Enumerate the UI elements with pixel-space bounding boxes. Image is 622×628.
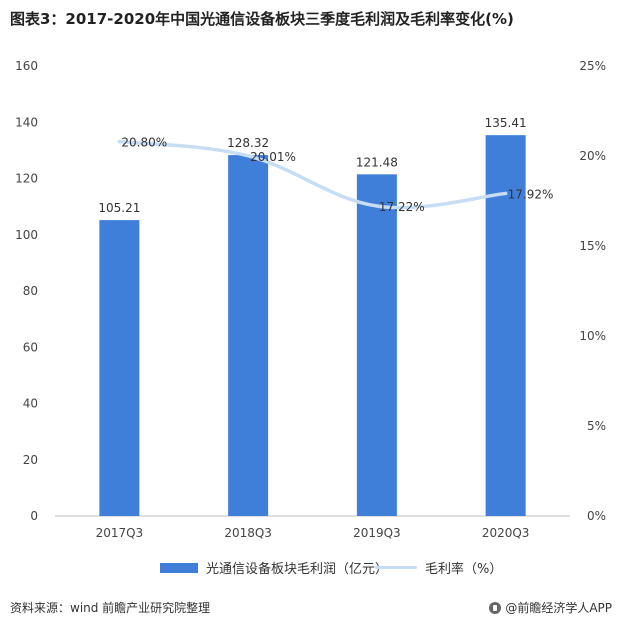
legend-item-line: 毛利率（%） [375, 558, 502, 577]
legend-line-swatch [375, 566, 417, 569]
bar [99, 220, 140, 517]
x-tick-label: 2019Q3 [353, 526, 401, 540]
y-left-tick-label: 100 [15, 228, 38, 242]
line-value-label: 17.92% [508, 187, 554, 201]
y-right-tick-label: 0% [587, 509, 606, 523]
y-left-tick-label: 20 [23, 453, 38, 467]
legend-item-bar: 光通信设备板块毛利润（亿元） [160, 558, 388, 577]
x-tick-label: 2017Q3 [96, 526, 144, 540]
y-right-tick-label: 15% [579, 239, 606, 253]
x-tick-label: 2018Q3 [224, 526, 272, 540]
brand-credit-text: @前瞻经济学人APP [505, 601, 612, 615]
bar [356, 174, 397, 516]
y-left-tick-label: 60 [23, 340, 38, 354]
brand-logo-icon [489, 601, 502, 614]
margin-line [117, 139, 508, 210]
chart-title: 图表3：2017-2020年中国光通信设备板块三季度毛利润及毛利率变化(%) [10, 10, 514, 28]
x-tick-label: 2020Q3 [482, 526, 530, 540]
legend-bar-label: 光通信设备板块毛利润（亿元） [206, 562, 389, 577]
chart-area: 0 20 40 60 80 100 120 140 160 0% 5% 10% 15% 20% 25% 105… [15, 59, 606, 540]
y-left-tick-label: 120 [15, 172, 38, 186]
brand-credit: @前瞻经济学人APP [489, 599, 612, 616]
bar [228, 155, 269, 516]
bar-value-label: 105.21 [98, 201, 140, 215]
legend: 光通信设备板块毛利润（亿元） 毛利率（%） [0, 558, 622, 578]
bar [485, 135, 526, 517]
bar-value-label: 135.41 [485, 116, 527, 130]
y-right-tick-label: 5% [587, 419, 606, 433]
line-value-label: 17.22% [379, 200, 425, 214]
legend-line-label: 毛利率（%） [425, 562, 503, 577]
bar-value-label: 121.48 [356, 155, 398, 169]
y-left-tick-label: 0 [30, 509, 38, 523]
y-left-tick-label: 40 [23, 397, 38, 411]
y-left-tick-label: 160 [15, 59, 38, 73]
line-value-label: 20.01% [250, 150, 296, 164]
y-left-tick-label: 80 [23, 284, 38, 298]
source-note: 资料来源：wind 前瞻产业研究院整理 [10, 601, 211, 615]
y-right-tick-label: 25% [579, 59, 606, 73]
legend-bar-swatch [160, 562, 198, 573]
y-left-tick-label: 140 [15, 115, 38, 129]
bar-value-label: 128.32 [227, 136, 269, 150]
y-right-tick-label: 10% [579, 329, 606, 343]
line-value-label: 20.80% [121, 136, 167, 150]
y-right-tick-label: 20% [579, 149, 606, 163]
